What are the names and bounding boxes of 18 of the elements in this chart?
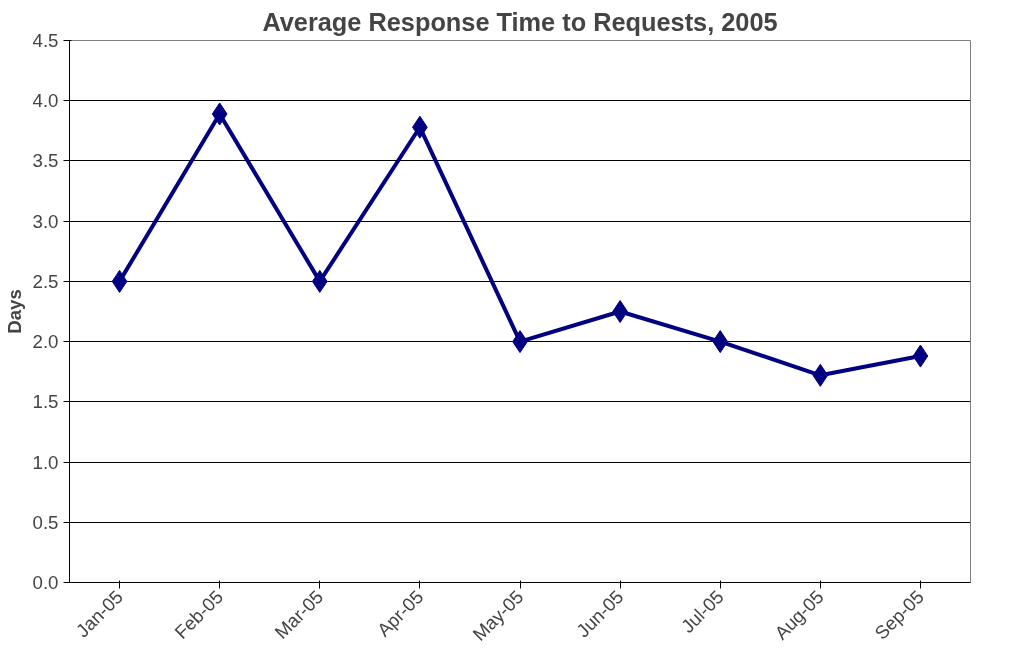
point [111,269,128,293]
y-tick-label: 2.0 [32,331,59,353]
point [912,344,929,368]
y-tick-label: 0.5 [32,511,59,533]
chart-title: Average Response Time to Requests, 2005 [262,7,778,36]
point [712,330,729,354]
y-tick-label: 0.0 [32,572,59,593]
y-tick-label: 1.0 [32,451,59,473]
point [211,102,228,126]
point [311,269,328,293]
y-tick-label: 4.5 [32,30,59,51]
y-tick-label: 2.5 [32,270,59,292]
y-tick-label: 3.5 [32,150,59,172]
y-axis-title: Days [3,289,25,334]
point [812,363,829,387]
y-tick-label: 3.0 [32,210,59,232]
y-tick-label: 1.5 [32,391,59,413]
y-tick-label: 4.0 [32,90,59,112]
